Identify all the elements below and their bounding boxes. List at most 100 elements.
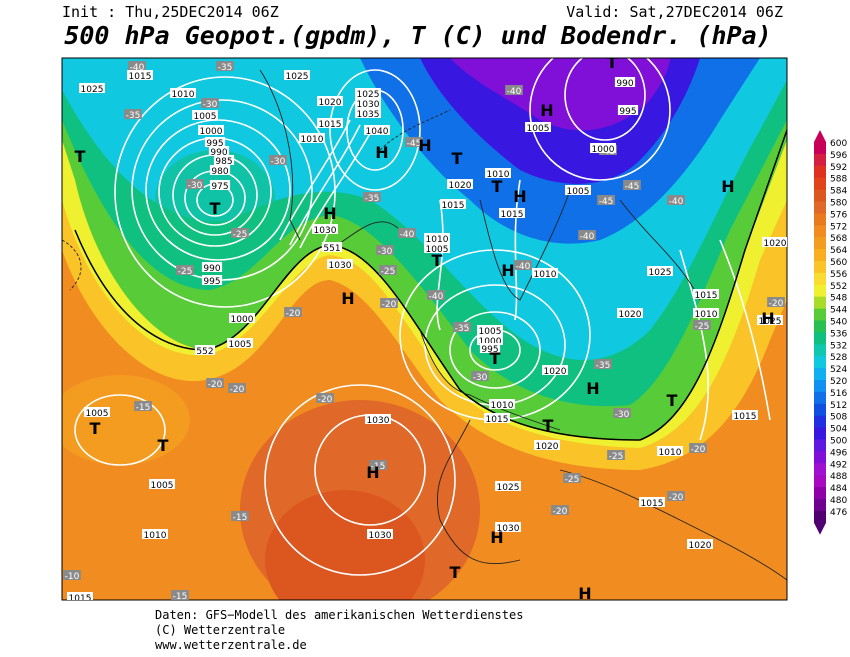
colorbar-swatch [814,380,826,393]
pressure-center: H [341,289,354,308]
map-frame [61,57,788,601]
colorbar-swatch [814,249,826,262]
temperature-label-box [201,98,219,108]
isobar-label-box [447,179,473,189]
colorbar-label: 576 [830,210,847,220]
temperature-label-box [578,230,596,240]
colorbar-label: 584 [830,187,847,197]
temperature-label: -25 [565,475,580,485]
isobar-label: 1015 [442,201,465,211]
isobar-label-box [201,275,223,285]
pressure-center: T [75,147,86,166]
isobar-label: 1030 [329,261,352,271]
isobar-label-box [367,529,393,539]
isobar-label: 1040 [366,127,389,137]
isobar-label: 1020 [319,98,342,108]
colorbar-label: 600 [830,139,847,149]
isobar-label: 1005 [479,327,502,337]
isobar-label: 1020 [449,181,472,191]
colorbar-label: 492 [830,460,847,470]
colorbar-label: 596 [830,151,847,161]
isobar-label: 1010 [491,401,514,411]
colorbar-label: 592 [830,163,847,173]
colorbar-label: 564 [830,246,847,256]
temperature-label: -35 [218,63,233,73]
isobar-label: 990 [203,264,220,274]
isobar-label: 1015 [501,210,524,220]
isobar-label-box [440,199,466,209]
colorbar-swatch [814,451,826,464]
isobar-label-box [365,414,391,424]
isobar-label: 1005 [86,409,109,419]
temperature-label: -40 [429,292,444,302]
isobar-label-box [213,155,235,165]
isobar-label-box [484,413,510,423]
isobar-label-box [312,224,338,234]
colorbar-label: 540 [830,318,847,328]
isobar-label-box [149,479,175,489]
pressure-center: T [607,53,618,72]
colorbar-label: 552 [830,282,847,292]
temperature-label: -45 [599,197,614,207]
isobar-label-box [321,242,343,252]
temperature-label: -25 [178,267,193,277]
temperature-label-box [369,460,387,470]
isobar-label-box [317,96,343,106]
isobar-label-box [532,268,558,278]
isobar-label-box [693,308,719,318]
temperature-label-box [453,322,471,332]
isobar-label-box [565,185,591,195]
isobar-label: 1015 [319,120,342,130]
temperature-label-box [505,85,523,95]
isobars [74,58,787,576]
temperature-label: -25 [695,322,710,332]
temperature-label-box [231,228,249,238]
isobar-label-box [209,180,231,190]
isobar-label: 1015 [486,415,509,425]
pressure-center: H [418,136,431,155]
isobar-label: 990 [616,79,633,89]
temperature-label: -20 [691,445,706,455]
colorbar-swatch [814,142,826,155]
isobar-label-box [79,83,105,93]
temperature-label-box [379,265,397,275]
temperature-label-box [693,320,711,330]
temperature-label: -30 [378,247,393,257]
isobar-label-box [477,335,503,345]
temperature-label-box [667,195,685,205]
pressure-center: H [501,261,514,280]
isobar-label-box [355,98,381,108]
isobar-label-box [355,88,381,98]
pressure-center: H [375,143,388,162]
isobar-label: 1015 [734,412,757,422]
temperature-label-box [376,245,394,255]
temperature-label: -30 [203,100,218,110]
pressure-center: H [540,101,553,120]
isobar-label-box [424,233,450,243]
colorbar-cap-bottom [814,522,826,535]
isobar-label: 1005 [426,245,449,255]
temperature-label: -30 [615,410,630,420]
colorbar-swatch [814,213,826,226]
temperature-label-box [363,192,381,202]
temperature-label-box [284,307,302,317]
colorbar-label: 536 [830,329,847,339]
colorbar-label: 512 [830,401,847,411]
isobar-label: 1010 [301,135,324,145]
isobar-label: 1030 [367,416,390,426]
data-source: Daten: GFS−Modell des amerikanischen Wet… [155,608,523,622]
isobar-label-box [67,592,93,600]
isobar-label-box [127,70,153,80]
colorbar-swatch [814,487,826,500]
pressure-center: T [490,349,501,368]
isobar-label: 1030 [314,226,337,236]
isobar-label-box [227,338,253,348]
colorbar-swatch [814,475,826,488]
isobar-label-box [687,539,713,549]
temperature-label-box [380,298,398,308]
isobar-label: 995 [203,277,220,287]
temperature-label: -15 [371,462,386,472]
temperature-label: -20 [769,299,784,309]
pressure-center: H [366,463,379,482]
